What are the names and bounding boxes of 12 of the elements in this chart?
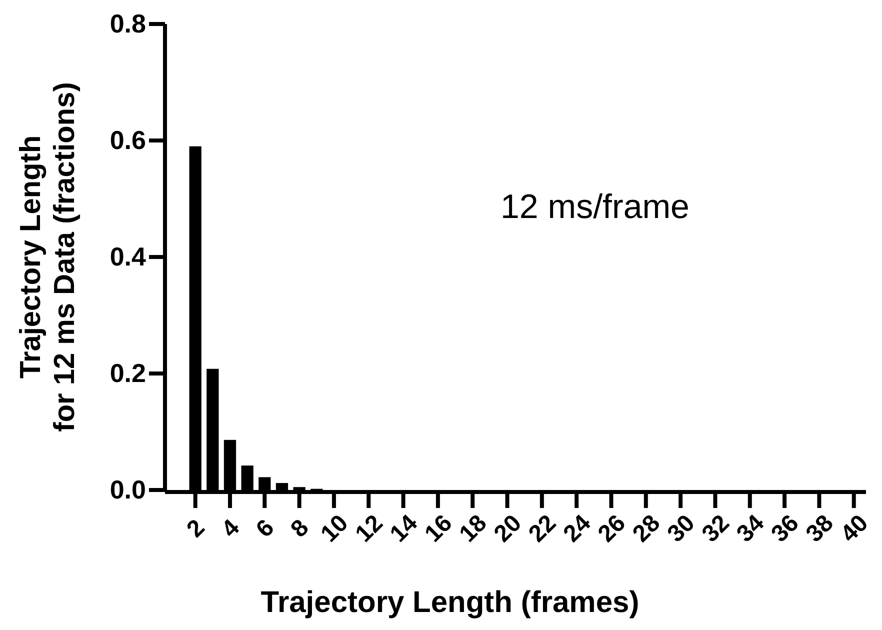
x-tick-label: 8 xyxy=(286,514,314,543)
y-tick-label: 0.0 xyxy=(110,474,146,504)
y-axis-title: Trajectory Length for 12 ms Data (fractions) xyxy=(15,82,81,432)
annotation: 12 ms/frame xyxy=(500,188,690,226)
y-tick-label: 0.8 xyxy=(110,8,146,38)
y-tick-label: 0.6 xyxy=(110,124,146,155)
x-tick-label: 4 xyxy=(216,514,246,543)
y-tick-label: 0.4 xyxy=(110,241,147,272)
x-tick-label: 2 xyxy=(182,514,210,543)
x-tick-label: 6 xyxy=(251,514,280,543)
y-tick-label: 0.2 xyxy=(110,358,146,388)
x-axis-title: Trajectory Length (frames) xyxy=(260,586,640,619)
